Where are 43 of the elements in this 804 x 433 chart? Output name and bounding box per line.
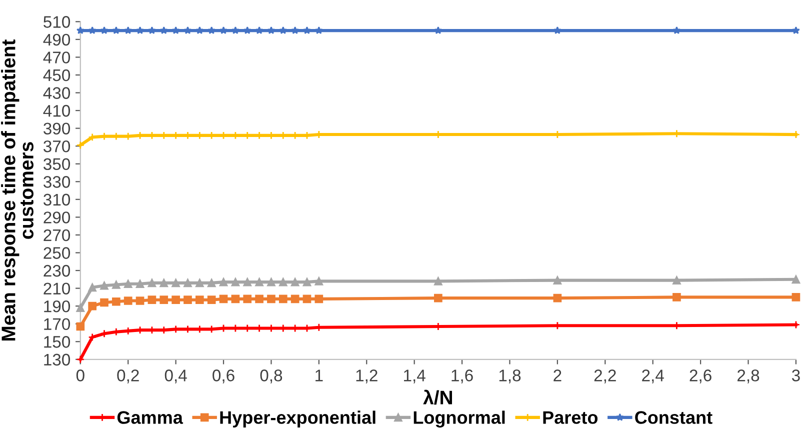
y-tick-label: 510 [44,16,70,28]
x-tick-label: 2,2 [594,370,616,384]
y-tick-label: 390 [44,122,70,135]
x-tick-label: 0,2 [117,370,139,384]
y-tick-label: 170 [44,318,70,330]
y-tick-label: 350 [44,158,70,170]
y-tick-label: 190 [44,300,70,312]
x-tick-label: 0 [76,370,84,382]
x-tick-label: 2 [554,370,562,382]
y-tick-label: 410 [43,104,70,117]
y-tick-label: 290 [44,212,70,224]
legend-label: Lognormal [414,410,505,428]
y-tick-label: 250 [44,247,70,259]
legend-label: Constant [635,411,712,424]
y-tick-label: 130 [44,354,70,366]
legend-label: Gamma [117,411,184,424]
x-tick-label: 2,4 [642,370,664,384]
x-tick-label: 1,8 [499,370,521,384]
y-tick-label: 470 [43,52,70,64]
y-tick-label: 210 [44,282,70,294]
y-tick-label: 330 [44,176,70,188]
y-tick-label: 430 [43,87,70,99]
y-tick-label: 270 [44,229,70,242]
y-tick-label: 450 [43,69,70,82]
y-tick-label: 150 [44,336,70,348]
y-tick-label: 370 [44,140,70,152]
legend-label: Pareto [543,411,598,424]
x-tick-label: 2,6 [690,370,712,384]
legend-label: Hyper-exponential [220,410,376,428]
x-tick-label: 3 [792,370,800,382]
x-tick-label: 1,2 [356,370,378,384]
y-tick-label: 310 [44,194,70,206]
x-tick-label: 0,8 [260,370,282,384]
x-tick-label: 1 [316,370,323,382]
x-tick-label: 0,6 [212,370,234,384]
x-tick-label: 0,4 [164,370,187,384]
x-tick-label: 2,8 [738,370,760,384]
y-tick-label: 490 [43,34,70,46]
x-tick-label: 1,6 [452,370,473,384]
x-tick-label: 1,4 [404,370,426,384]
x-axis-title: λ/N [423,390,452,405]
y-axis-title: Mean response time of impatient customers [1,39,34,340]
y-tick-label: 230 [44,264,70,277]
